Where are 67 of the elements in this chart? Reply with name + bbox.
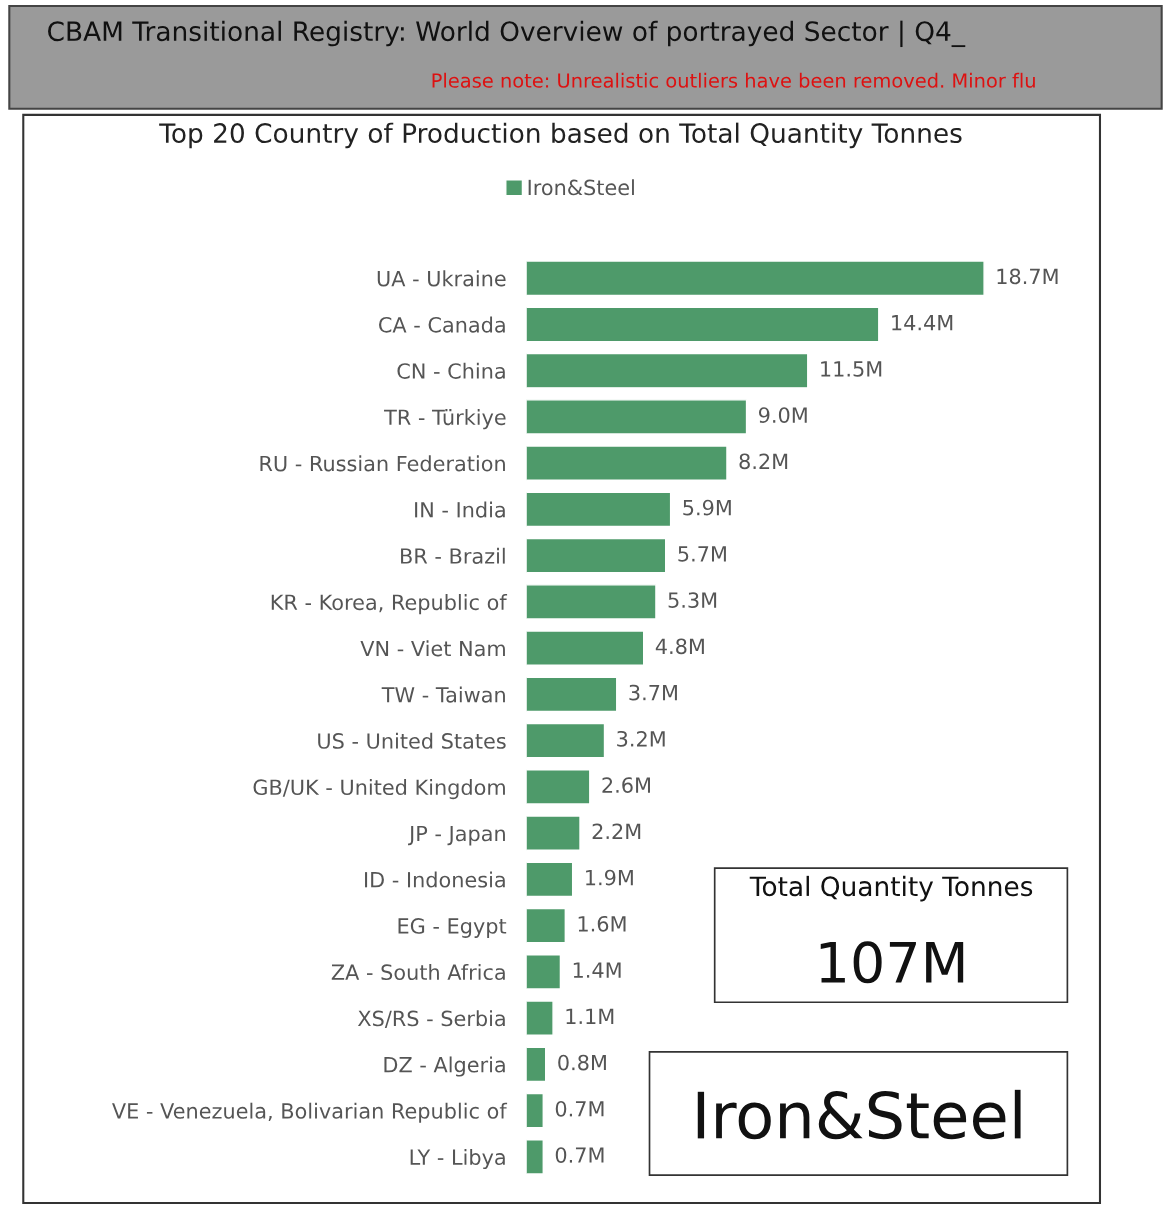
bar	[526, 260, 985, 297]
y-tick-label: CN - China	[397, 362, 505, 379]
y-tick-label: DZ - Algeria	[384, 1056, 505, 1077]
y-tick-label: TW - Taiwan	[381, 686, 505, 703]
bar	[526, 861, 574, 898]
y-tick-label: ID - Indonesia	[365, 871, 505, 888]
bar	[526, 630, 645, 666]
data-label: 5.3M	[668, 592, 717, 608]
data-label: 9.0M	[758, 407, 807, 423]
y-tick-label: GB/UK - United Kingdom	[253, 778, 505, 800]
bar	[526, 352, 809, 389]
y-tick-label: CA - Canada	[379, 316, 505, 333]
annotation: Total Quantity Tonnes	[749, 875, 1033, 902]
y-tick-label: IN - India	[415, 501, 505, 518]
bar	[526, 676, 618, 713]
y-tick-label: XS/RS - Serbia	[357, 1010, 505, 1028]
data-label: 4.8M	[655, 638, 704, 655]
bar	[526, 815, 581, 851]
bar	[526, 769, 591, 805]
bar	[526, 491, 672, 528]
y-tick-label: TR - Türkiye	[384, 409, 506, 430]
data-label: 5.7M	[678, 546, 726, 562]
legend-label: Iron&Steel	[528, 179, 634, 196]
data-label: 8.2M	[739, 453, 788, 470]
bar	[526, 722, 606, 759]
bar	[526, 1000, 554, 1036]
data-label: 3.2M	[617, 730, 665, 747]
data-label: 2.2M	[592, 823, 641, 839]
bar	[526, 399, 748, 435]
data-label: 1.9M	[586, 869, 633, 886]
y-tick-label: JP - Japan	[408, 825, 505, 846]
data-label: 0.7M	[555, 1147, 604, 1163]
data-label: 18.7M	[997, 268, 1058, 285]
data-label: 5.9M	[683, 499, 731, 516]
bar	[526, 1139, 544, 1175]
bar	[526, 954, 562, 990]
bar	[526, 1092, 544, 1129]
data-label: 1.1M	[566, 1008, 614, 1024]
data-label: 3.7M	[629, 684, 677, 701]
chart-title: Top 20 Country of Production based on Total Quantity Tonnes	[159, 122, 962, 149]
text: CBAM Transitional Registry: World Overview of portrayed Sector | Q4_	[48, 20, 966, 48]
bar	[526, 306, 880, 343]
bar	[526, 584, 657, 620]
text: Please note: Unrealistic outliers have been removed. Minor flu	[432, 72, 1035, 88]
annotation: 107M	[820, 941, 964, 984]
y-tick-label: UA - Ukraine	[377, 270, 506, 287]
bar	[526, 907, 567, 944]
data-label: 1.4M	[573, 962, 621, 978]
y-tick-label: BR - Brazil	[401, 547, 505, 564]
y-tick-label: ZA - South Africa	[331, 963, 505, 981]
y-tick-label: KR - Korea, Republic of	[271, 594, 508, 615]
y-tick-label: RU - Russian Federation	[260, 455, 505, 472]
data-label: 0.8M	[558, 1054, 606, 1071]
y-tick-label: VE - Venezuela, Bolivarian Republic of	[112, 1102, 508, 1123]
bar	[526, 445, 728, 482]
data-label: 14.4M	[892, 315, 953, 331]
y-tick-label: US - United States	[318, 732, 506, 749]
data-label: 2.6M	[602, 777, 650, 793]
y-tick-label: LY - Libya	[410, 1148, 505, 1170]
data-label: 1.6M	[578, 915, 626, 932]
data-label: 11.5M	[821, 361, 882, 377]
annotation: Iron&Steel	[697, 1089, 1021, 1140]
y-tick-label: VN - Viet Nam	[360, 640, 505, 657]
bar	[526, 537, 667, 574]
y-tick-label: EG - Egypt	[398, 918, 507, 938]
bar	[526, 1046, 547, 1083]
data-label: 0.7M	[555, 1100, 604, 1117]
